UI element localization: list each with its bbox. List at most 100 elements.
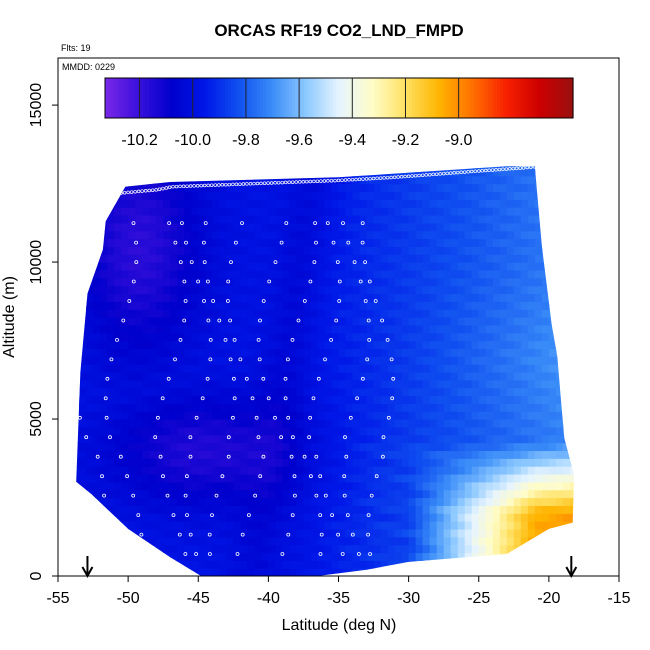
- heatmap-cell: [86, 466, 94, 475]
- heatmap-cell: [219, 403, 227, 412]
- heatmap-cell: [534, 254, 543, 263]
- heatmap-cell: [128, 348, 136, 357]
- heatmap-cell: [226, 254, 234, 263]
- heatmap-cell: [394, 521, 403, 530]
- heatmap-cell: [261, 254, 269, 263]
- heatmap-cell: [380, 419, 389, 428]
- heatmap-cell: [177, 332, 185, 342]
- heatmap-cell: [121, 379, 129, 389]
- heatmap-cell: [443, 387, 452, 397]
- heatmap-cell: [310, 568, 319, 577]
- heatmap-cell: [282, 442, 291, 452]
- colorbar-swatch: [532, 78, 536, 118]
- heatmap-cell: [387, 387, 396, 397]
- heatmap-cell: [464, 167, 473, 177]
- heatmap-cell: [548, 489, 557, 499]
- heatmap-cell: [261, 324, 269, 334]
- heatmap-cell: [121, 332, 129, 342]
- heatmap-cell: [149, 434, 157, 444]
- observation-marker: [318, 474, 323, 479]
- heatmap-cell: [163, 199, 171, 208]
- heatmap-cell: [352, 497, 361, 506]
- heatmap-cell: [282, 387, 291, 397]
- heatmap-cell: [331, 293, 340, 302]
- heatmap-cell: [226, 521, 234, 530]
- colorbar-swatch: [444, 78, 448, 118]
- heatmap-cell: [170, 403, 178, 412]
- heatmap-cell: [443, 191, 452, 200]
- heatmap-cell: [303, 356, 312, 365]
- heatmap-cell: [394, 199, 403, 208]
- heatmap-cell: [254, 528, 262, 538]
- observation-marker: [267, 279, 272, 284]
- heatmap-cell: [142, 521, 150, 530]
- heatmap-cell: [247, 419, 255, 428]
- heatmap-cell: [436, 207, 445, 216]
- heatmap-cell: [156, 387, 164, 397]
- heatmap-cell: [184, 426, 192, 436]
- colorbar-swatch: [514, 78, 519, 118]
- heatmap-cell: [485, 175, 494, 185]
- heatmap-cell: [93, 364, 101, 373]
- heatmap-cell: [121, 230, 129, 240]
- heatmap-cell: [114, 301, 122, 310]
- heatmap-cell: [86, 301, 94, 310]
- heatmap-cell: [387, 356, 396, 365]
- heatmap-cell: [275, 332, 283, 342]
- heatmap-cell: [184, 528, 192, 538]
- heatmap-cell: [240, 262, 248, 271]
- heatmap-cell: [156, 191, 164, 200]
- colorbar-swatch: [298, 78, 302, 118]
- heatmap-cell: [317, 458, 326, 467]
- heatmap-cell: [401, 214, 410, 224]
- track-marker: [504, 167, 509, 171]
- heatmap-cell: [142, 191, 150, 200]
- heatmap-cell: [345, 348, 354, 357]
- heatmap-cell: [324, 324, 333, 334]
- heatmap-cell: [464, 222, 473, 232]
- heatmap-cell: [464, 364, 473, 373]
- heatmap-cell: [338, 246, 347, 255]
- heatmap-cell: [499, 458, 508, 467]
- heatmap-cell: [555, 434, 564, 444]
- heatmap-cell: [352, 230, 361, 240]
- heatmap-cell: [128, 317, 136, 326]
- observation-marker: [308, 415, 313, 420]
- colorbar-swatch: [198, 78, 203, 118]
- heatmap-cell: [275, 324, 283, 334]
- heatmap-cell: [282, 199, 291, 208]
- heatmap-cell: [366, 379, 375, 389]
- heatmap-cell: [261, 536, 269, 546]
- heatmap-cell: [289, 293, 298, 302]
- heatmap-cell: [268, 309, 276, 318]
- heatmap-cell: [338, 458, 347, 467]
- heatmap-cell: [541, 364, 550, 373]
- heatmap-cell: [457, 364, 466, 373]
- heatmap-cell: [422, 214, 431, 224]
- observation-marker: [134, 260, 139, 265]
- heatmap-cell: [184, 403, 192, 412]
- heatmap-cell: [380, 544, 389, 554]
- heatmap-cell: [205, 560, 213, 569]
- observation-marker: [336, 532, 341, 537]
- heatmap-cell: [324, 191, 333, 200]
- heatmap-cell: [331, 262, 340, 271]
- heatmap-cell: [303, 395, 312, 404]
- track-marker: [343, 178, 348, 182]
- heatmap-cell: [128, 199, 136, 208]
- heatmap-cell: [422, 175, 431, 185]
- heatmap-cell: [492, 332, 501, 342]
- heatmap-cell: [268, 230, 276, 240]
- heatmap-cell: [506, 544, 515, 554]
- heatmap-cell: [331, 513, 340, 522]
- heatmap-cell: [184, 497, 192, 506]
- x-axis-title: Latitude (deg N): [282, 617, 397, 634]
- heatmap-cell: [184, 481, 192, 491]
- heatmap-cell: [128, 340, 136, 349]
- colorbar-swatch: [438, 78, 442, 118]
- colorbar-swatch: [458, 78, 463, 118]
- heatmap-cell: [268, 356, 276, 365]
- heatmap-cell: [366, 552, 375, 561]
- heatmap-cell: [352, 521, 361, 530]
- heatmap-cell: [303, 411, 312, 420]
